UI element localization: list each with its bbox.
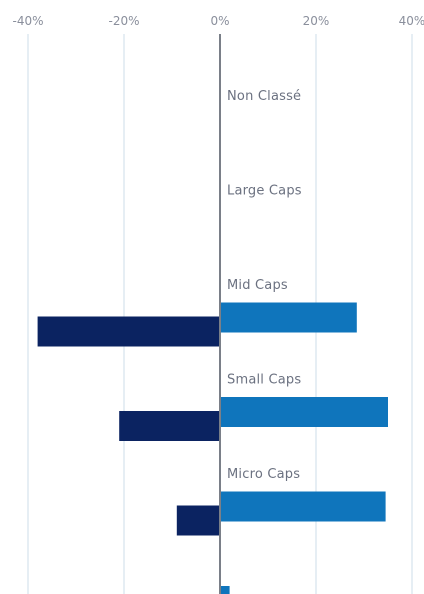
x-axis-ticks: -40% -20% 0% 20% 40% bbox=[12, 14, 424, 28]
x-tick-label: -40% bbox=[12, 14, 43, 28]
category-labels: Non Classé Large Caps Mid Caps Small Caps Mi… bbox=[227, 89, 302, 482]
bars bbox=[37, 302, 388, 594]
bar bbox=[220, 302, 357, 333]
category-label: Micro Caps bbox=[227, 467, 300, 482]
category-label: Large Caps bbox=[227, 184, 302, 199]
bar bbox=[119, 411, 220, 441]
bar bbox=[220, 586, 230, 594]
bar bbox=[176, 505, 220, 536]
x-tick-label: -20% bbox=[108, 14, 139, 28]
x-tick-label: 40% bbox=[399, 14, 424, 28]
x-tick-label: 0% bbox=[210, 14, 229, 28]
bar bbox=[220, 491, 386, 522]
category-label: Non Classé bbox=[227, 89, 301, 104]
bar bbox=[220, 397, 388, 427]
category-label: Small Caps bbox=[227, 373, 301, 388]
bar bbox=[37, 316, 220, 347]
category-label: Mid Caps bbox=[227, 278, 288, 293]
x-tick-label: 20% bbox=[303, 14, 330, 28]
